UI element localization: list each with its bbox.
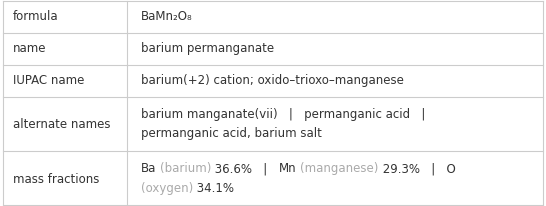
Text: barium manganate(vii)   |   permanganic acid   |: barium manganate(vii) | permanganic acid…	[141, 108, 425, 121]
Text: IUPAC name: IUPAC name	[13, 74, 84, 87]
Text: name: name	[13, 42, 46, 55]
Text: BaMn₂O₈: BaMn₂O₈	[141, 11, 193, 23]
Text: (manganese): (manganese)	[300, 162, 378, 175]
Text: barium(+2) cation; oxido–trioxo–manganese: barium(+2) cation; oxido–trioxo–manganes…	[141, 74, 403, 87]
Text: barium permanganate: barium permanganate	[141, 42, 274, 55]
Text: (barium): (barium)	[160, 162, 211, 175]
Text: 34.1%: 34.1%	[193, 182, 234, 195]
Text: 29.3%   |   O: 29.3% | O	[378, 162, 455, 175]
Text: alternate names: alternate names	[13, 118, 110, 131]
Text: (oxygen): (oxygen)	[141, 182, 193, 195]
Text: permanganic acid, barium salt: permanganic acid, barium salt	[141, 128, 322, 140]
Text: 36.6%   |: 36.6% |	[211, 162, 279, 175]
Text: formula: formula	[13, 11, 58, 23]
Text: mass fractions: mass fractions	[13, 173, 99, 186]
Text: Mn: Mn	[279, 162, 296, 175]
Text: Ba: Ba	[141, 162, 156, 175]
